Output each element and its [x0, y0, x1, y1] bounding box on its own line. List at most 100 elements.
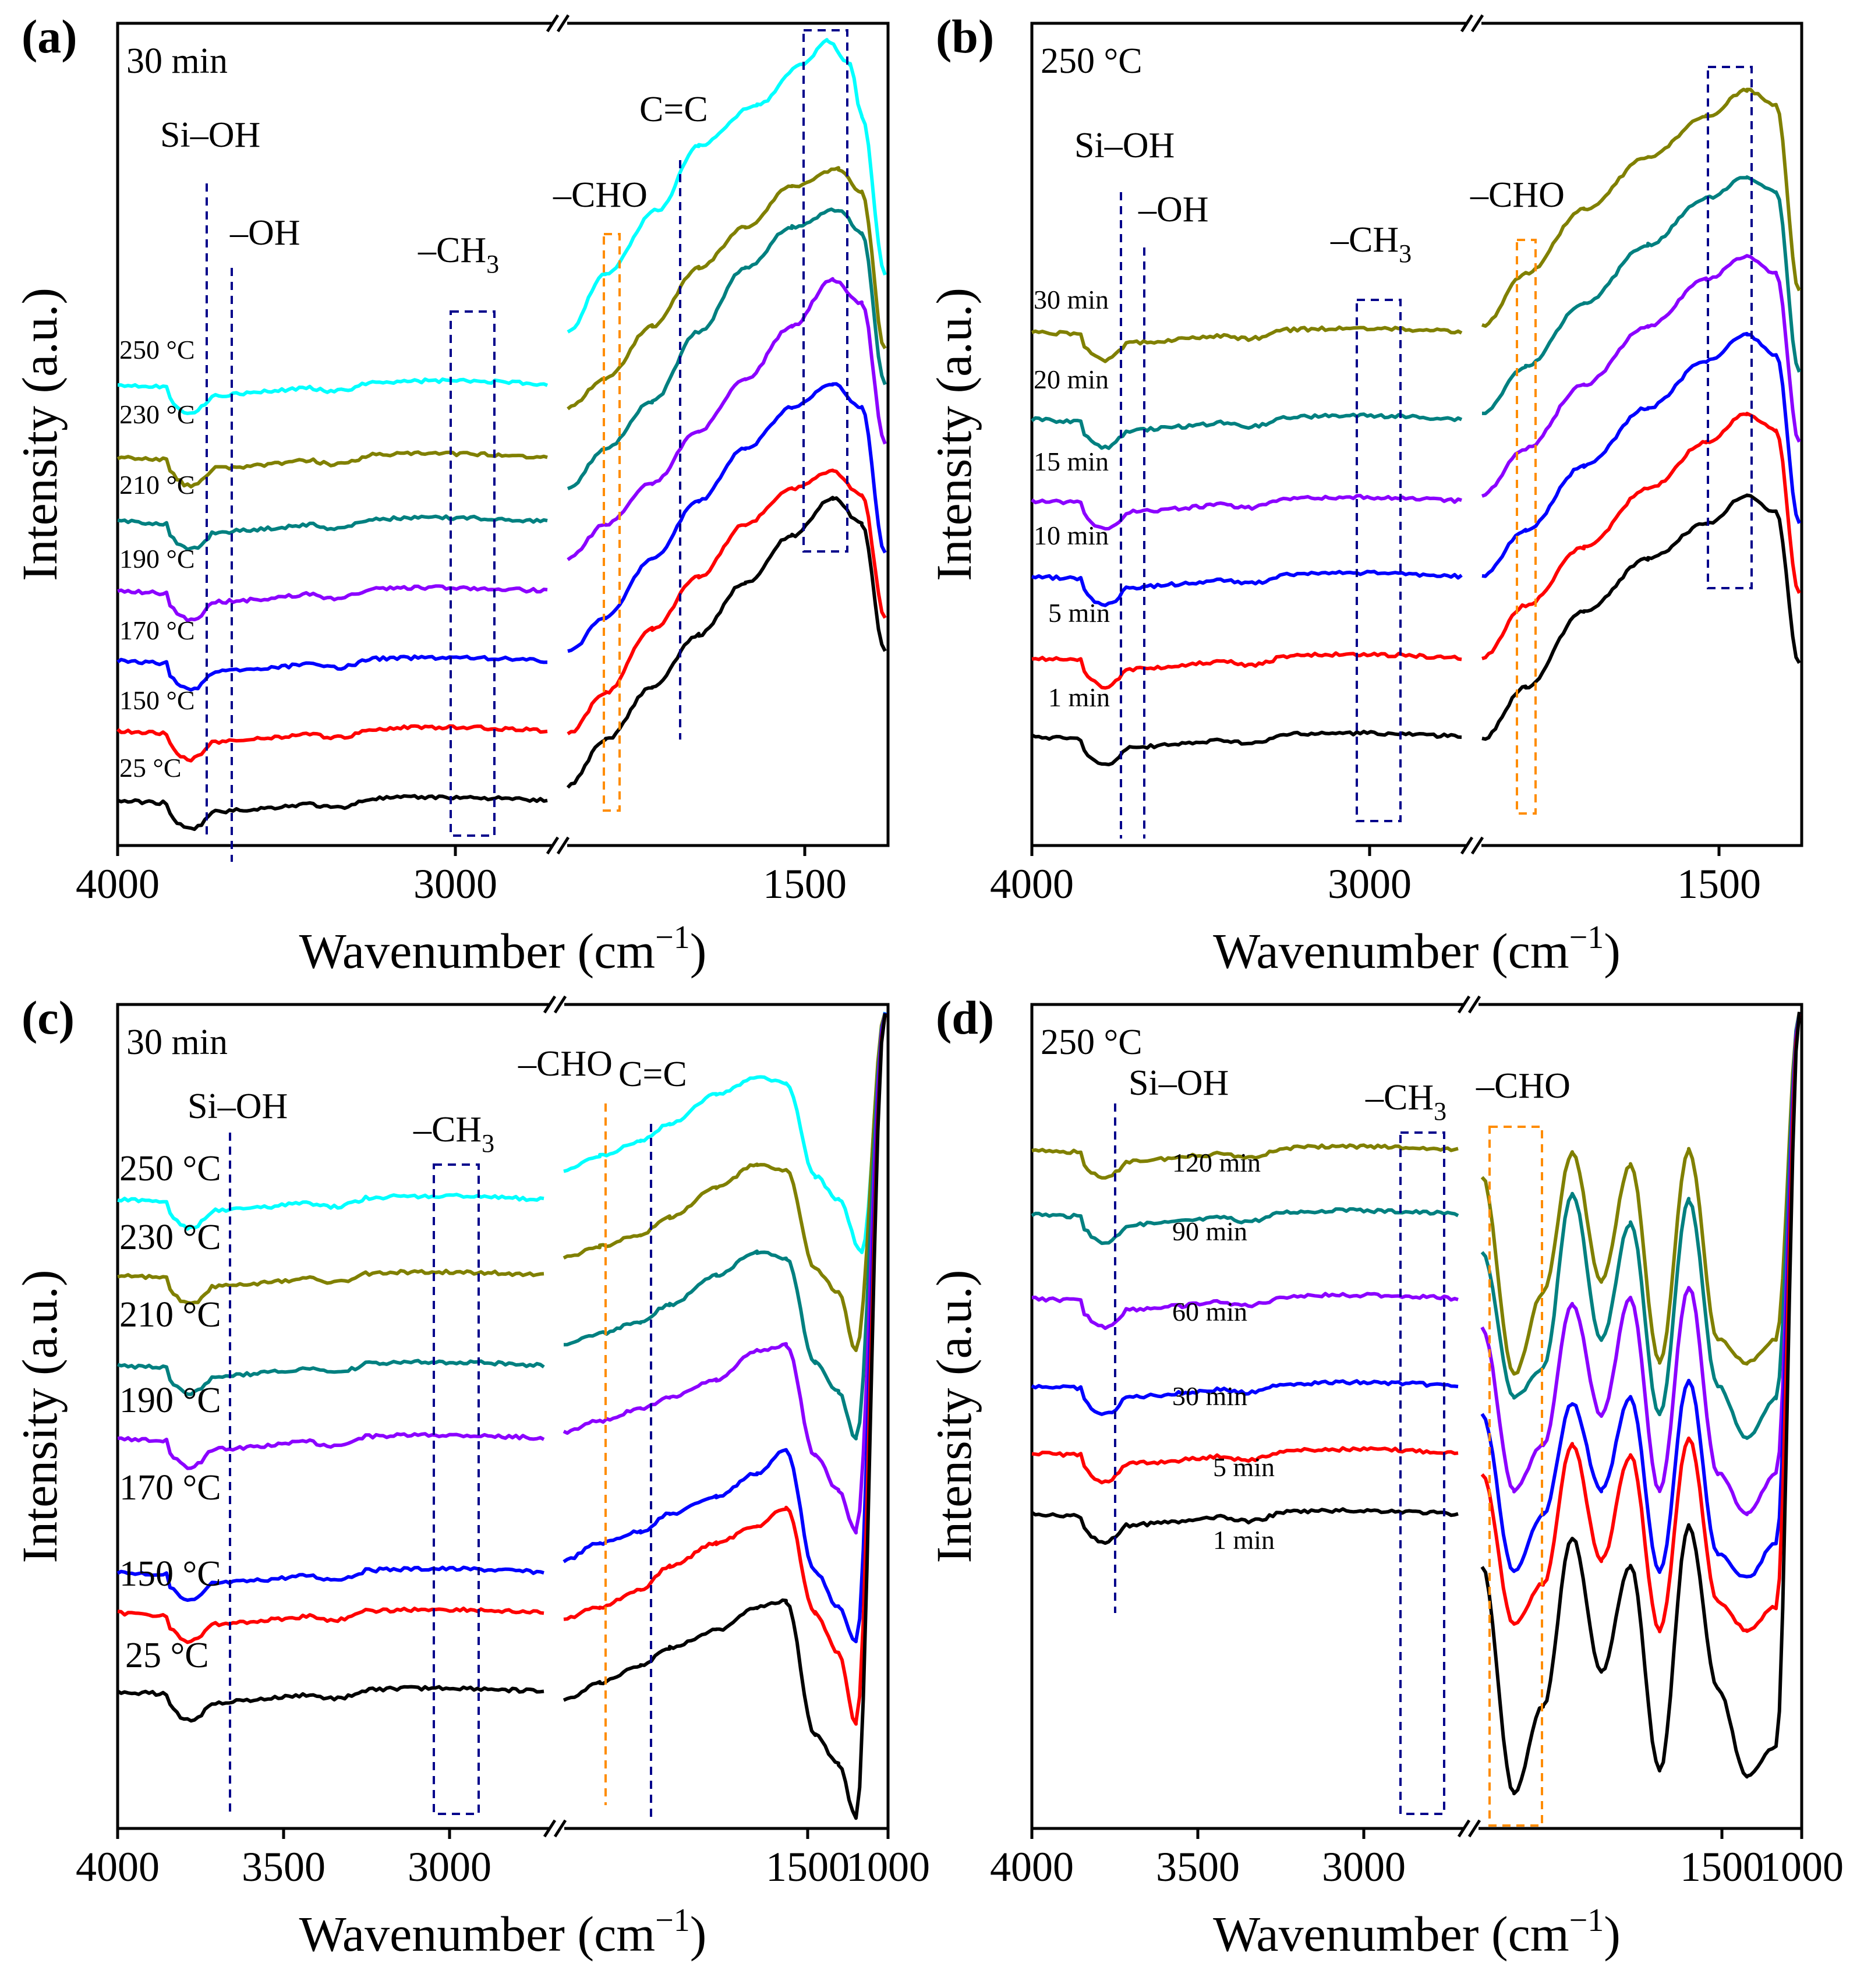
- panel-condition: 30 min: [126, 1023, 228, 1062]
- series-label: 25 °C: [119, 753, 182, 783]
- series-line-right: [1481, 87, 1801, 328]
- annotation-label: C=C: [618, 1055, 687, 1094]
- x-axis-label: Wavenumber (cm−1): [299, 1902, 707, 1962]
- annotation-label: –CH3: [1330, 220, 1412, 268]
- annotation-label: C=C: [639, 90, 708, 129]
- axis-break-mark: [556, 836, 570, 855]
- x-axis-label-text: Wavenumber (cm: [299, 1906, 656, 1962]
- series-label: 120 min: [1172, 1148, 1261, 1177]
- panel-label: (a): [22, 10, 77, 63]
- series-line-right: [1480, 1013, 1801, 1633]
- x-tick-label: 1500: [1677, 861, 1761, 907]
- x-axis-label-text: Wavenumber (cm: [299, 923, 656, 979]
- annotation-dashed-box: [1707, 66, 1753, 589]
- x-axis-label-sup: −1: [655, 919, 690, 956]
- panel-label: (c): [22, 991, 75, 1044]
- x-tick-label: 4000: [990, 1844, 1074, 1890]
- series-label: 190 °C: [119, 1381, 221, 1420]
- axis-break-mark: [1457, 1819, 1471, 1838]
- series-line-left: [1031, 1143, 1459, 1180]
- series-label: 15 min: [1034, 447, 1109, 476]
- series-line-left: [1031, 651, 1462, 690]
- series-line-left: [1031, 730, 1462, 766]
- x-axis-label-close: ): [1604, 1906, 1621, 1962]
- series-label: 190 °C: [119, 544, 195, 574]
- annotation-dashed-box-orange: [1488, 1126, 1543, 1827]
- y-axis-label: Intensity (a.u.): [926, 1270, 982, 1563]
- panel-condition: 250 °C: [1041, 1023, 1143, 1062]
- annotation-label: –CHO: [1470, 175, 1565, 215]
- axis-frame: [116, 22, 890, 847]
- series-label: 60 min: [1172, 1297, 1247, 1326]
- x-axis-label-close: ): [690, 1906, 707, 1962]
- series-line-left: [117, 1193, 544, 1231]
- series-line-left: [1031, 569, 1463, 607]
- x-axis-label-close: ): [690, 923, 707, 979]
- series-line-left: [1031, 1507, 1459, 1545]
- series-label: 30 min: [1034, 285, 1109, 314]
- panel-condition: 30 min: [126, 41, 228, 81]
- series-label: 1 min: [1048, 682, 1110, 712]
- x-axis-label: Wavenumber (cm−1): [1213, 1902, 1621, 1962]
- axis-break-mark: [1460, 14, 1474, 33]
- series-line-right: [563, 1012, 887, 1643]
- annotation-label: –CH3: [418, 231, 499, 278]
- annotation-label: Si–OH: [1074, 126, 1175, 165]
- series-label: 10 min: [1034, 521, 1109, 550]
- axis-break-mark: [543, 995, 557, 1014]
- series-line-left: [1031, 412, 1463, 450]
- x-tick-label: 1500: [1680, 1844, 1764, 1890]
- series-line-right: [1481, 493, 1801, 741]
- annotation-subscript: 3: [1434, 1097, 1446, 1126]
- x-tick-label: 3000: [1322, 1844, 1406, 1890]
- series-line-right: [563, 1013, 887, 1820]
- series-line-left: [116, 724, 548, 763]
- x-tick-label: 3000: [1328, 861, 1412, 907]
- series-line-left: [117, 1359, 545, 1396]
- axis-break-mark: [553, 995, 567, 1014]
- series-line-right: [1480, 1011, 1801, 1376]
- series-line-left: [116, 654, 548, 692]
- series-label: 150 °C: [119, 1554, 221, 1594]
- x-axis-label-sup: −1: [1569, 919, 1604, 956]
- axis-frame: [1030, 1003, 1803, 1830]
- annotation-label: Si–OH: [188, 1087, 288, 1126]
- series-label: 230 °C: [119, 1218, 221, 1257]
- series-line-right: [563, 1014, 887, 1441]
- series-line-right: [1481, 412, 1801, 660]
- x-tick-label: 1000: [846, 1844, 930, 1890]
- x-axis-label-text: Wavenumber (cm: [1213, 923, 1569, 979]
- axis-break-mark: [546, 14, 560, 33]
- annotation-dashed-box: [450, 310, 496, 837]
- series-label: 250 °C: [119, 335, 195, 365]
- axis-break-mark: [1470, 14, 1484, 33]
- series-line-left: [116, 1685, 544, 1723]
- x-axis-label: Wavenumber (cm−1): [299, 919, 707, 979]
- series-label: 250 °C: [119, 1149, 221, 1188]
- series-label: 25 °C: [125, 1636, 209, 1675]
- axis-break-mark: [1457, 995, 1471, 1014]
- series-label: 210 °C: [119, 1295, 221, 1335]
- panel-label: (b): [936, 10, 994, 63]
- series-line-left: [1031, 1207, 1459, 1246]
- series-line-left: [1031, 1446, 1459, 1485]
- series-line-left: [117, 1268, 544, 1305]
- series-line-right: [1480, 1013, 1801, 1440]
- series-label: 170 °C: [119, 1468, 221, 1508]
- series-line-left: [117, 1607, 544, 1644]
- series-line-left: [117, 514, 548, 551]
- annotation-label: Si–OH: [160, 115, 260, 155]
- x-axis-label-close: ): [1604, 923, 1621, 979]
- axis-frame: [1030, 22, 1803, 847]
- series-line-right: [1482, 175, 1801, 415]
- annotation-label: –CHO: [518, 1044, 613, 1084]
- annotation-label: –CH3: [1365, 1078, 1446, 1126]
- axis-frame: [116, 1003, 890, 1830]
- x-tick-label: 3000: [413, 861, 497, 907]
- annotation-dashed-box: [1399, 1131, 1445, 1815]
- x-tick-label: 4000: [76, 1844, 160, 1890]
- series-line-right: [567, 277, 887, 561]
- annotation-subscript: 3: [482, 1129, 494, 1158]
- annotation-dashed-box-orange: [603, 233, 621, 812]
- series-label: 170 °C: [119, 615, 195, 645]
